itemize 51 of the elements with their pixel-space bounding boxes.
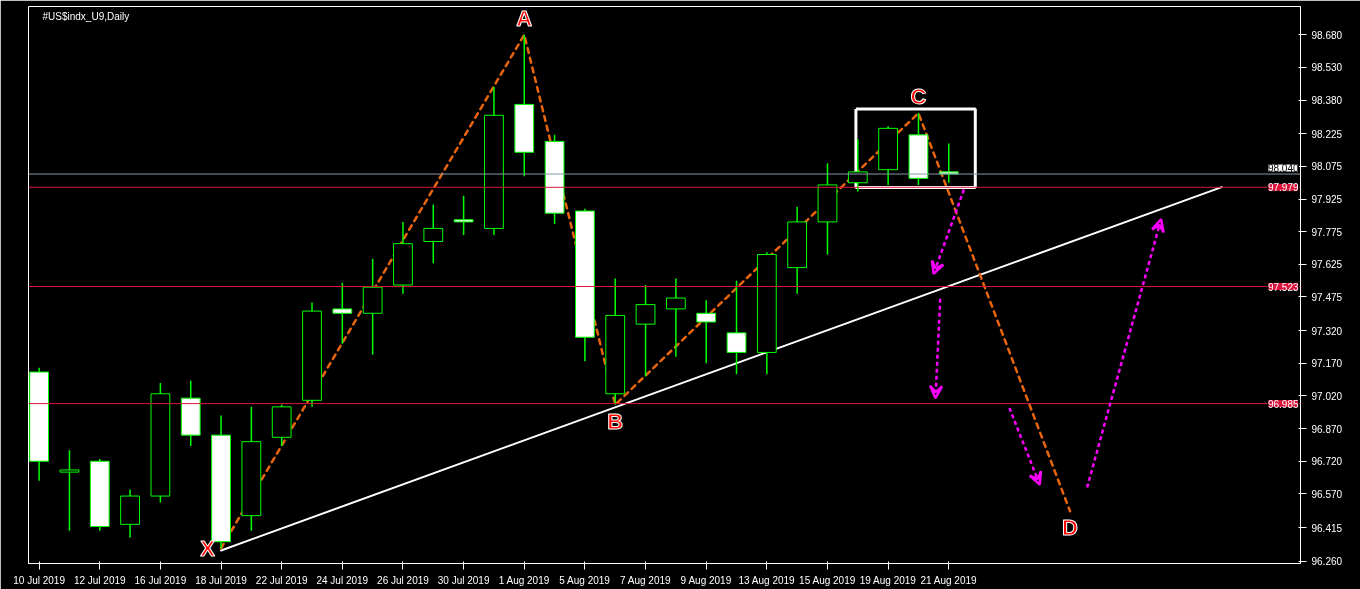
y-tick-label: 98.075	[1311, 161, 1343, 173]
ref-line-label: 98.040	[1267, 163, 1299, 175]
annotation: A	[516, 5, 533, 31]
candlestick	[635, 284, 656, 378]
x-tick-label: 16 Jul 2019	[134, 574, 187, 586]
annotation: D	[1062, 515, 1078, 541]
y-tick-label: 98.380	[1311, 95, 1343, 107]
annotation: X	[200, 535, 216, 561]
ref-line-label: 96.985	[1267, 398, 1299, 410]
y-tick-label: 97.475	[1311, 291, 1343, 303]
y-tick-label: 96.870	[1311, 423, 1343, 435]
x-tick-label: 26 Jul 2019	[377, 574, 430, 586]
y-tick-label: 97.925	[1311, 194, 1343, 206]
y-tick-label: 98.530	[1311, 62, 1343, 74]
y-tick-label: 98.680	[1311, 29, 1343, 41]
x-tick-label: 10 Jul 2019	[13, 574, 66, 586]
x-tick-label: 22 Jul 2019	[255, 574, 308, 586]
ref-line-label: 97.979	[1267, 182, 1299, 194]
x-tick-label: 12 Jul 2019	[73, 574, 127, 586]
x-tick-label: 7 Aug 2019	[619, 574, 672, 586]
candlestick	[726, 279, 747, 375]
ref-line-label: 97.523	[1267, 281, 1299, 293]
x-tick-label: 13 Aug 2019	[738, 574, 796, 586]
y-tick-label: 96.415	[1311, 522, 1343, 534]
candlestick	[332, 282, 353, 345]
x-tick-label: 18 Jul 2019	[195, 574, 248, 586]
y-tick-label: 96.570	[1311, 488, 1343, 500]
y-tick-label: 96.720	[1311, 456, 1343, 468]
annotation: C	[910, 84, 927, 110]
x-tick-label: 30 Jul 2019	[437, 574, 490, 586]
annotation: B	[607, 408, 624, 434]
x-tick-label: 5 Aug 2019	[559, 574, 611, 586]
x-tick-label: 9 Aug 2019	[680, 574, 732, 586]
y-tick-label: 96.260	[1311, 556, 1343, 568]
y-tick-label: 98.225	[1311, 128, 1343, 140]
candlestick	[423, 203, 444, 264]
y-tick-label: 97.020	[1311, 390, 1343, 402]
y-tick-label: 97.170	[1311, 358, 1343, 370]
y-tick-label: 97.320	[1311, 325, 1343, 337]
chart-title: #US$indx_U9,Daily	[42, 10, 130, 22]
x-tick-label: 19 Aug 2019	[859, 574, 917, 586]
candlestick	[453, 195, 474, 236]
x-tick-label: 15 Aug 2019	[799, 574, 856, 586]
candlestick	[696, 299, 717, 365]
x-tick-label: 24 Jul 2019	[316, 574, 369, 586]
y-tick-label: 97.775	[1311, 226, 1343, 238]
x-tick-label: 21 Aug 2019	[920, 574, 978, 586]
y-tick-label: 97.625	[1311, 259, 1343, 271]
candlestick	[59, 449, 80, 532]
x-tick-label: 1 Aug 2019	[498, 574, 550, 586]
candlestick	[665, 277, 686, 358]
